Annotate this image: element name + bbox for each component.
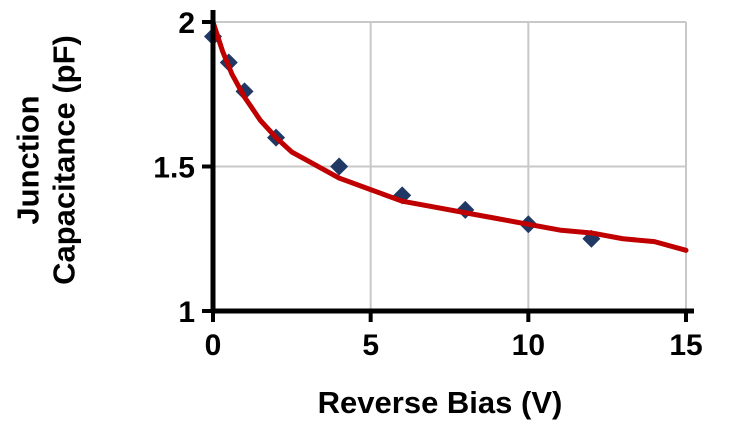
x-tick-label: 5 <box>362 329 379 362</box>
y-axis-title: Junction Capacitance (pF) <box>10 35 81 285</box>
x-tick-label: 15 <box>669 329 702 362</box>
fit-curve <box>210 19 689 253</box>
x-axis-title: Reverse Bias (V) <box>317 385 563 420</box>
x-tick-label: 0 <box>205 329 222 362</box>
y-tick-label: 2 <box>178 7 195 40</box>
x-tick-label: 10 <box>512 329 545 362</box>
data-point-marker <box>330 157 349 176</box>
y-tick-label: 1.5 <box>153 152 195 185</box>
y-tick-label: 1 <box>178 296 195 329</box>
